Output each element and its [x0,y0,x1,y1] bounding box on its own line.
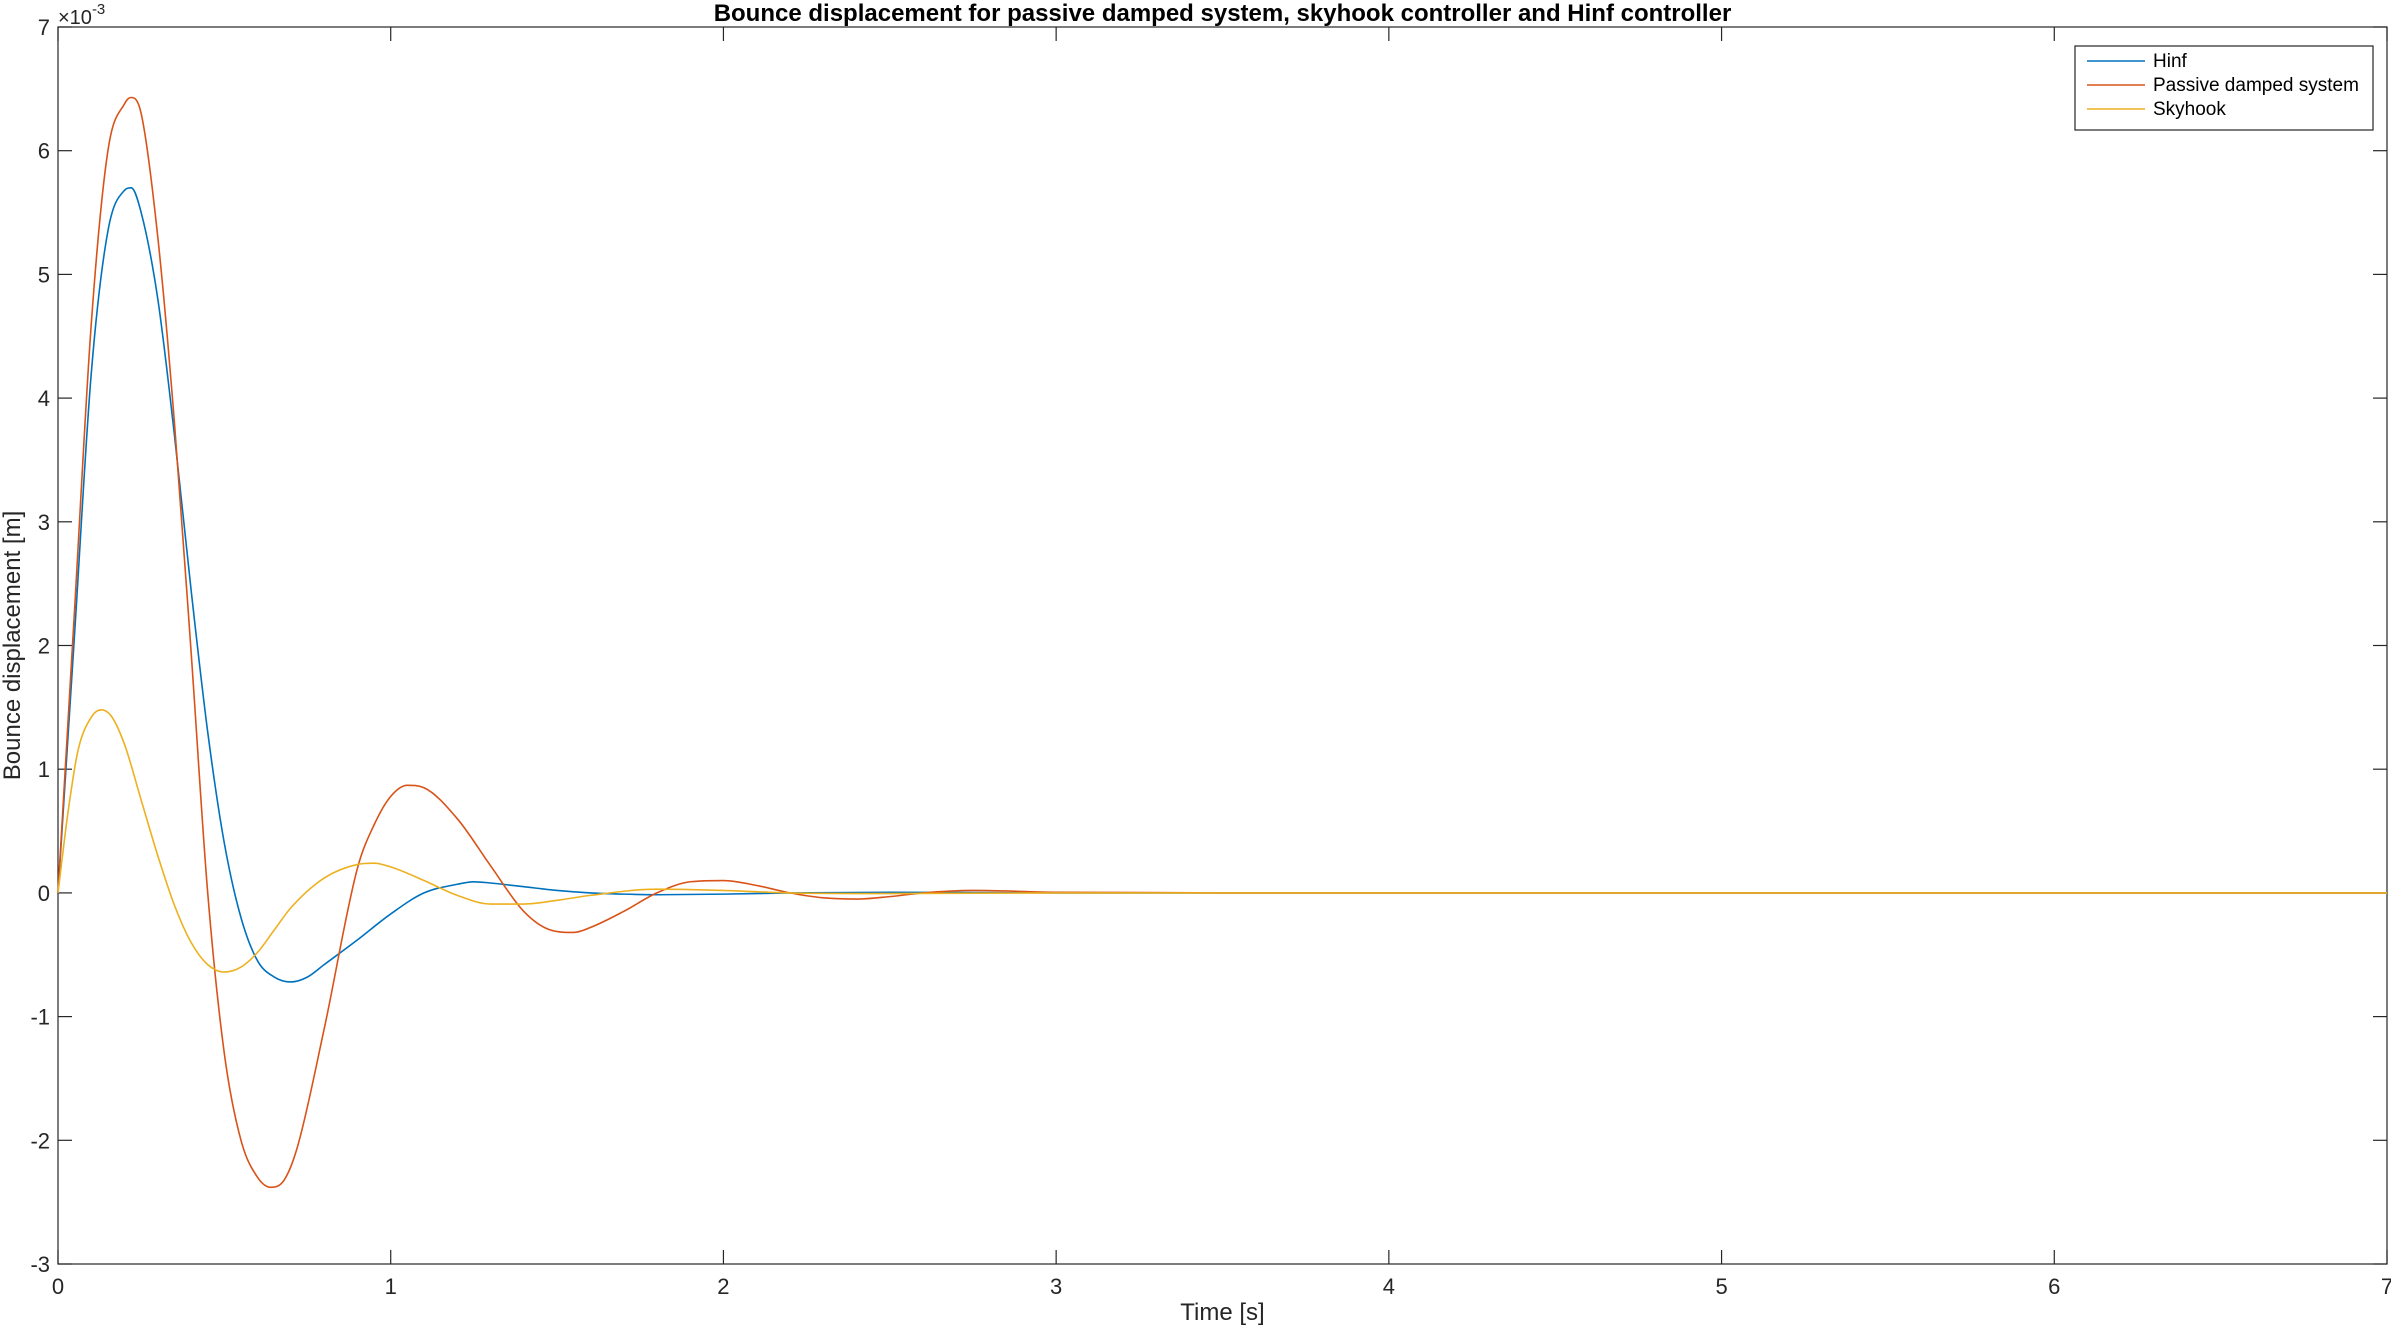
x-tick-label: 6 [2048,1274,2060,1299]
chart-title: Bounce displacement for passive damped s… [714,0,1732,27]
x-tick-label: 7 [2381,1274,2391,1299]
x-tick-label: 2 [717,1274,729,1299]
legend-box [2074,45,2374,131]
y-tick-label: 7 [38,15,50,40]
plot-area [57,26,2388,1265]
y-tick-label: 0 [38,881,50,906]
y-tick-label: -1 [30,1005,50,1030]
legend-entry-2: Skyhook [2153,99,2226,120]
tick-labels: 0 1 2 3 4 5 6 7 -3 -2 -1 0 1 2 3 4 5 6 7 [30,15,2391,1299]
y-axis-label: Bounce displacement [m] [0,511,26,780]
x-tick-label: 3 [1050,1274,1062,1299]
y-tick-label: 2 [38,634,50,659]
y-axis-exponent-power: -3 [92,1,105,18]
legend-entry-0: Hinf [2153,51,2188,72]
y-tick-label: 4 [38,386,50,411]
y-axis-exponent-base: ×10 [58,7,92,29]
y-tick-label: 6 [38,139,50,164]
y-tick-label: -3 [30,1252,50,1277]
ticks [57,26,2388,1265]
y-tick-label: 3 [38,510,50,535]
x-axis-label: Time [s] [1180,1299,1264,1326]
legend-entry-1: Passive damped system [2153,75,2359,96]
series-line-2 [57,709,2387,973]
x-tick-label: 5 [1715,1274,1727,1299]
y-tick-label: 5 [38,262,50,287]
y-tick-label: 1 [38,757,50,782]
y-tick-label: -2 [30,1128,50,1153]
legend: Hinf Passive damped system Skyhook [2074,45,2374,131]
x-tick-label: 4 [1383,1274,1395,1299]
x-tick-label: 0 [52,1274,64,1299]
series-lines [57,96,2387,1189]
y-axis-exponent: ×10-3 [58,1,105,29]
x-tick-label: 1 [385,1274,397,1299]
